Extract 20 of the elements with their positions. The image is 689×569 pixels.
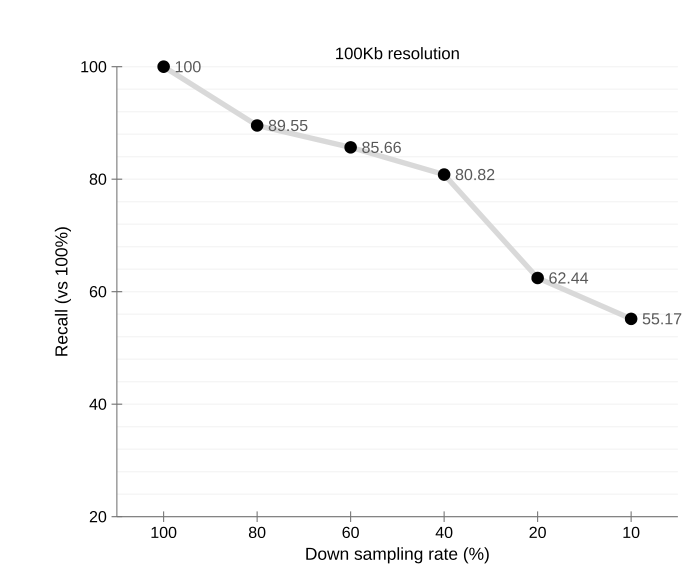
x-tick-label: 100 — [151, 526, 176, 538]
x-tick-label: 40 — [436, 526, 452, 538]
x-tick-label: 80 — [248, 526, 266, 538]
data-label: 100 — [176, 61, 201, 72]
y-tick-label: 60 — [90, 286, 106, 298]
y-axis-title: Recall (vs 100%) — [54, 227, 71, 356]
y-tick-label: 100 — [81, 61, 106, 72]
x-tick-label: 60 — [342, 526, 359, 538]
x-tick-label: 20 — [530, 526, 546, 538]
y-tick-label: 80 — [90, 174, 106, 185]
data-label: 62.44 — [549, 272, 588, 284]
data-label: 80.82 — [456, 168, 494, 180]
y-tick-label: 20 — [90, 511, 106, 522]
data-label: 55.17 — [642, 313, 682, 324]
x-tick-label: 10 — [623, 526, 640, 538]
chart-title: 100Kb resolution — [336, 47, 459, 60]
data-label: 89.55 — [268, 120, 308, 132]
x-axis-title: Down sampling rate (%) — [306, 547, 489, 564]
data-label: 85.66 — [362, 142, 401, 154]
y-tick-label: 40 — [89, 398, 106, 410]
